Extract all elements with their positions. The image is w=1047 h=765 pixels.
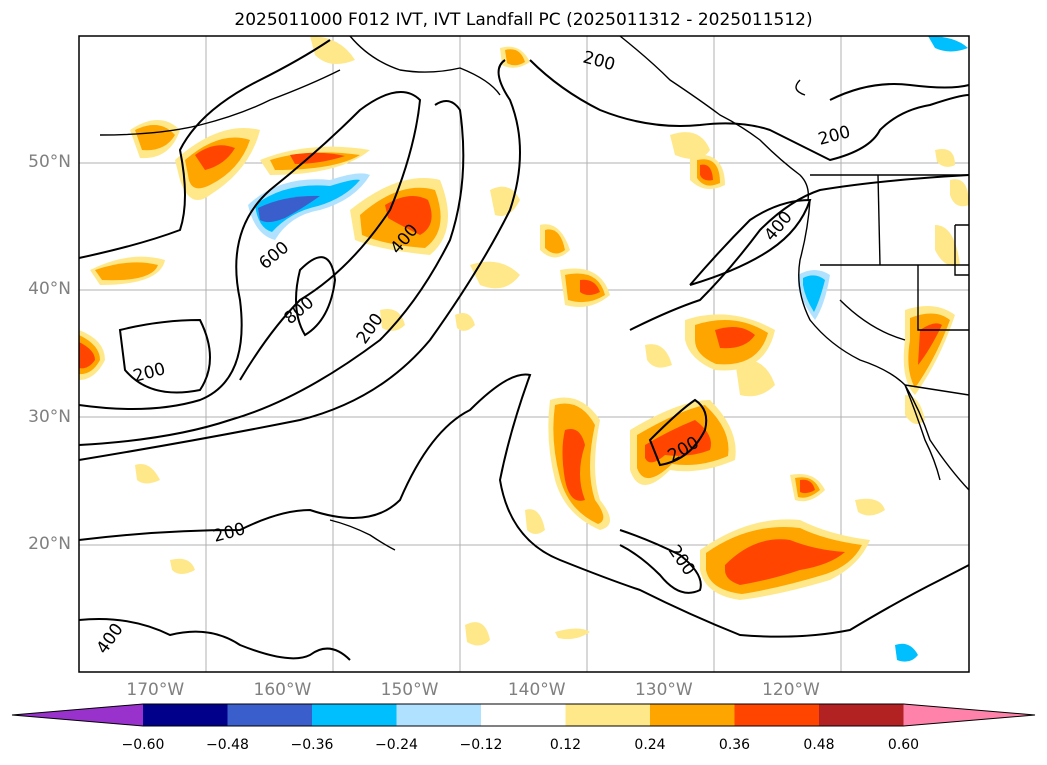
- colorbar-segment: [143, 704, 228, 726]
- latitude-label: 50°N: [28, 152, 71, 173]
- colorbar-segment: [396, 704, 482, 726]
- colorbar: [11, 703, 1036, 727]
- colorbar-tick-label: −0.48: [206, 737, 249, 753]
- colorbar-tick-label: −0.24: [375, 737, 418, 753]
- colorbar-tick-label: −0.60: [121, 737, 165, 753]
- colorbar-tick-label: 0.60: [887, 737, 920, 753]
- colorbar-segment: [819, 704, 904, 726]
- colorbar-tick-label: 0.12: [549, 737, 582, 753]
- map-title: 2025011000 F012 IVT, IVT Landfall PC (20…: [234, 10, 813, 30]
- latitude-label: 20°N: [28, 533, 71, 554]
- colorbar-segment: [734, 704, 820, 726]
- colorbar-tick-label: 0.36: [718, 737, 751, 753]
- colorbar-extend-high: [903, 704, 1035, 726]
- map-frame: [78, 35, 970, 673]
- longitude-label: 130°W: [634, 680, 693, 700]
- colorbar-segment: [650, 704, 735, 726]
- colorbar-outline: [11, 703, 1036, 727]
- colorbar-tick-label: −0.36: [290, 737, 334, 753]
- colorbar-segment: [565, 704, 651, 726]
- longitude-label: 120°W: [762, 680, 820, 700]
- longitude-label: 170°W: [126, 680, 185, 700]
- colorbar-segment: [312, 704, 397, 726]
- latitude-label: 40°N: [28, 279, 71, 300]
- longitude-label: 150°W: [380, 680, 439, 700]
- colorbar-tick-label: 0.48: [803, 737, 835, 753]
- longitude-label: 160°W: [253, 680, 312, 700]
- latitude-label: 30°N: [28, 406, 71, 427]
- ivt-fill-positive: [79, 36, 969, 646]
- ivt-fill-negative: [248, 36, 968, 662]
- colorbar-segment: [481, 704, 566, 726]
- coastlines: [99, 35, 970, 551]
- colorbar-extend-low: [12, 704, 143, 726]
- longitude-label: 140°W: [507, 680, 566, 700]
- colorbar-tick-label: −0.12: [459, 737, 503, 753]
- colorbar-tick-label: 0.24: [634, 737, 666, 753]
- colorbar-segment: [227, 704, 313, 726]
